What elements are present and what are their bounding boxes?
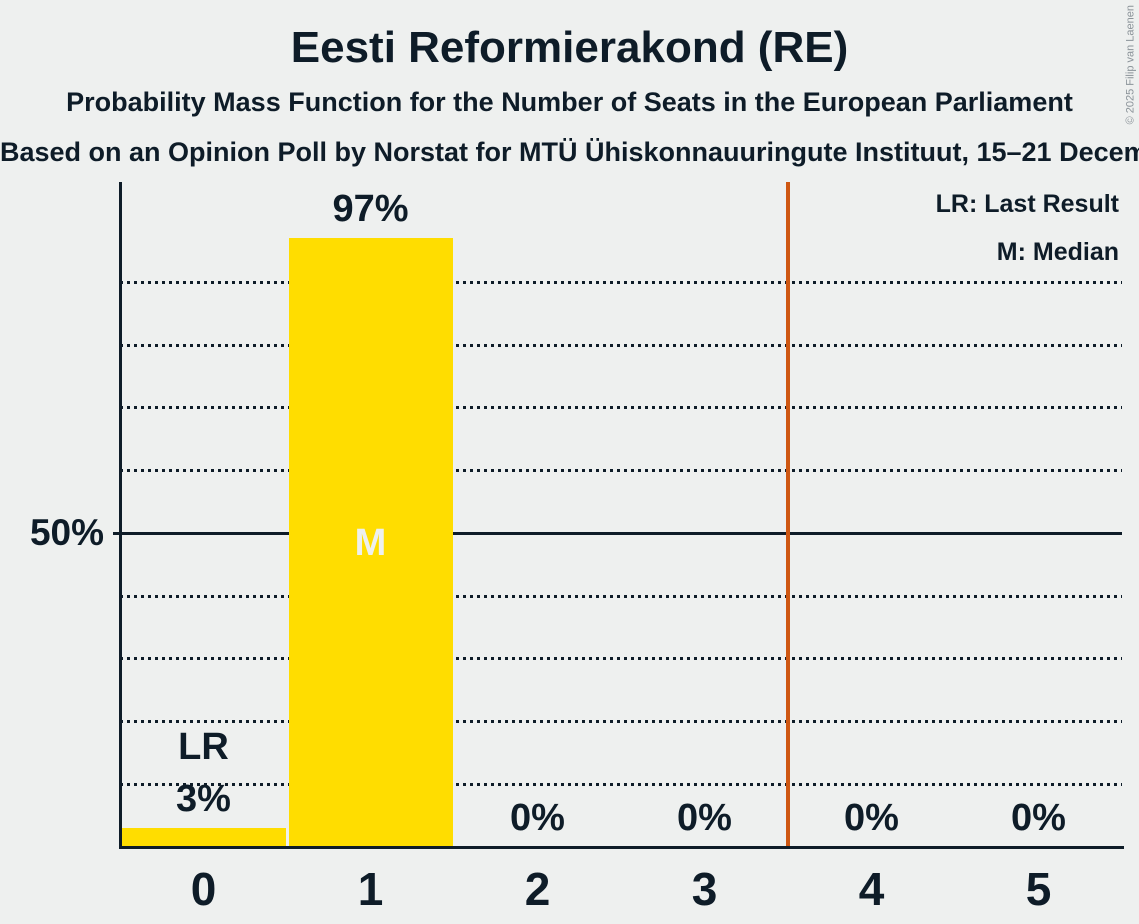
copyright-notice: © 2025 Filip van Laenen xyxy=(1124,5,1136,125)
chart-title: Eesti Reformierakond (RE) xyxy=(290,23,849,72)
legend-last-result: LR: Last Result xyxy=(935,190,1119,218)
gridline-50pct-solid xyxy=(112,531,1122,535)
chart-legend: LR: Last Result M: Median xyxy=(936,180,1119,276)
gridline-20pct xyxy=(120,720,1122,724)
y-axis-tick-label: 50% xyxy=(29,512,104,553)
x-axis-tick-label: 4 xyxy=(858,863,885,915)
bar-value-label: 0% xyxy=(677,797,732,839)
y-axis-line xyxy=(118,182,122,849)
bar-seats-0 xyxy=(121,828,286,847)
chart-source-line: Based on an Opinion Poll by Norstat for … xyxy=(0,137,1139,167)
bar-value-label: 0% xyxy=(1011,797,1066,839)
bar-value-label: 0% xyxy=(510,797,565,839)
bar-value-label: 0% xyxy=(844,797,899,839)
bar-value-label: 3% xyxy=(176,778,231,821)
last-result-annotation: LR xyxy=(178,726,229,769)
x-axis-tick-label: 2 xyxy=(524,863,551,915)
x-axis-line xyxy=(118,845,1124,849)
median-annotation: M xyxy=(354,521,387,564)
legend-median: M: Median xyxy=(996,238,1119,266)
x-axis-tick-label: 1 xyxy=(357,863,384,915)
gridline-90pct xyxy=(120,280,1122,284)
gridline-30pct xyxy=(120,657,1122,661)
x-axis-tick-label: 3 xyxy=(691,863,718,915)
x-axis-tick-label: 5 xyxy=(1025,863,1052,915)
gridline-40pct xyxy=(120,594,1122,598)
gridline-70pct xyxy=(120,406,1122,410)
bar-seats-1 xyxy=(288,238,453,847)
chart-subtitle: Probability Mass Function for the Number… xyxy=(66,87,1073,117)
x-axis-tick-label: 0 xyxy=(190,863,217,915)
bar-value-label: 97% xyxy=(332,188,409,231)
plot-area: 3% LR 0 97% M 1 0% 2 0% 3 0% 4 0% 5 xyxy=(112,182,1124,915)
gridline-80pct xyxy=(120,343,1122,347)
gridline-60pct xyxy=(120,469,1122,473)
gridline-10pct xyxy=(120,782,1122,786)
vertical-marker-line xyxy=(786,182,790,847)
